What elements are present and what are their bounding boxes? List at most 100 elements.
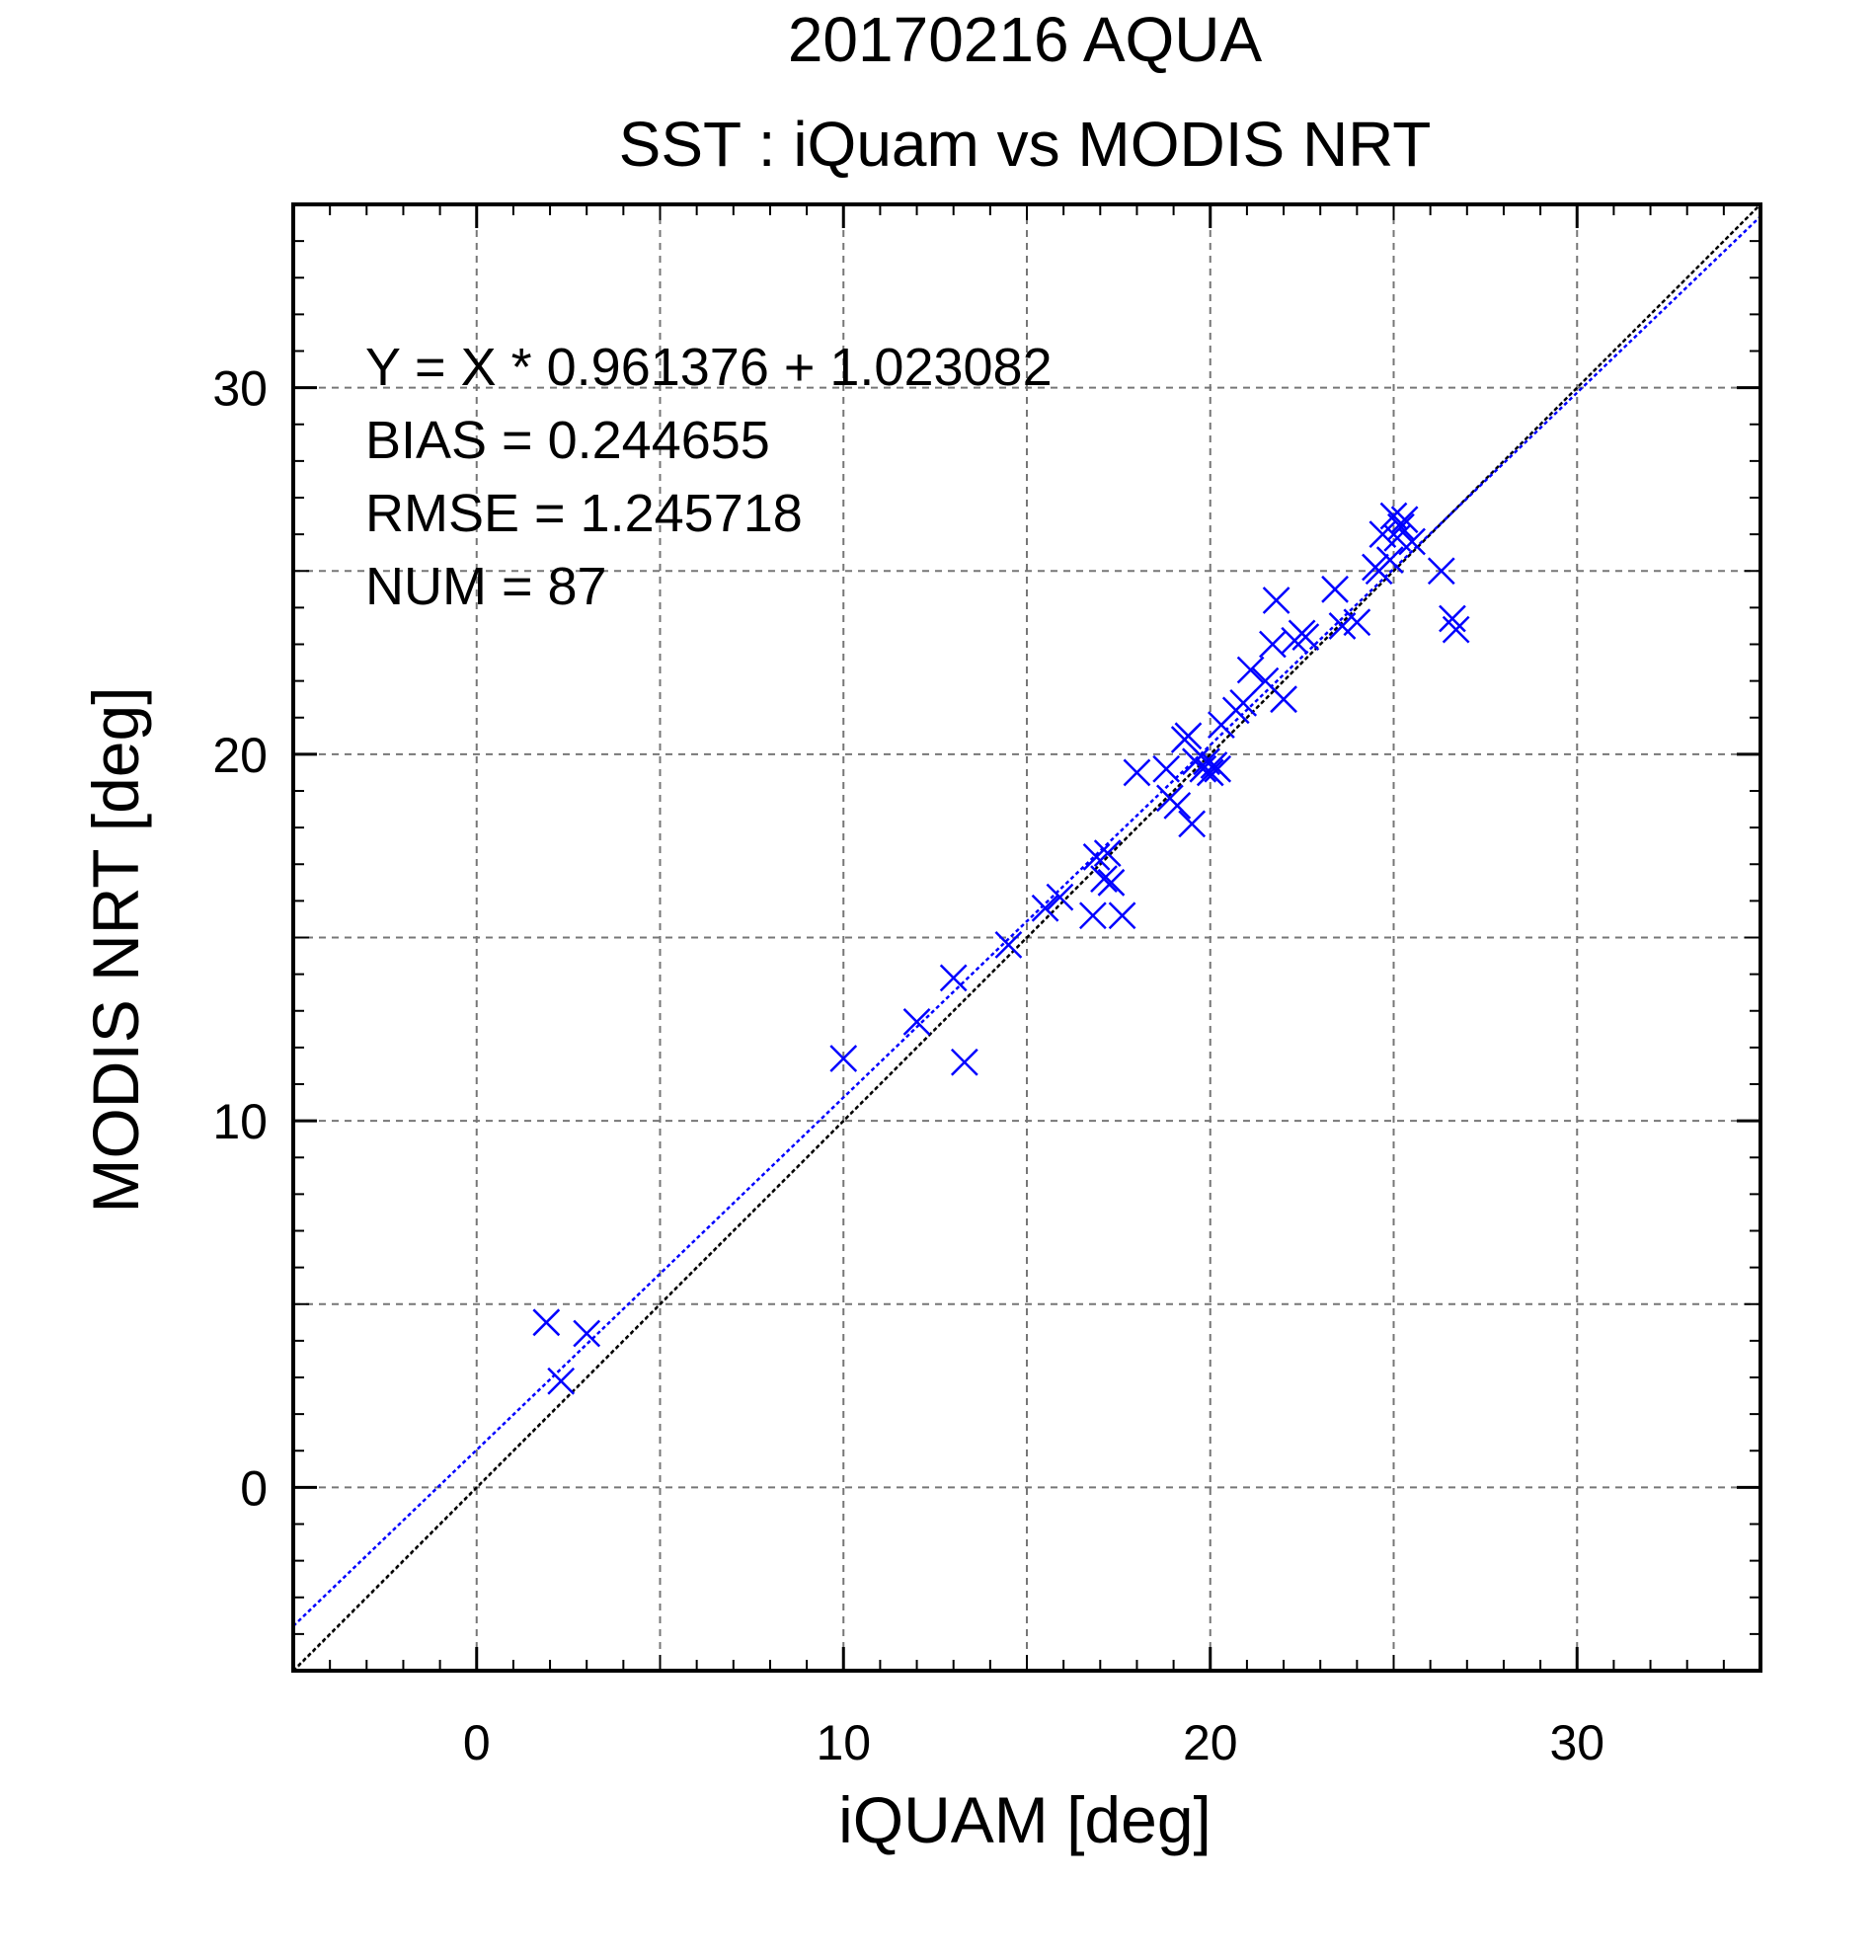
chart-subtitle: SST : iQuam vs MODIS NRT	[619, 109, 1432, 180]
grid	[293, 204, 1760, 1671]
data-point-stroke	[1439, 604, 1466, 633]
data-point-stroke	[532, 1308, 561, 1337]
data-point-stroke	[1321, 575, 1349, 603]
y-axis-label: MODIS NRT [deg]	[79, 686, 152, 1213]
data-point-stroke	[1383, 523, 1412, 552]
data-point-stroke	[1387, 512, 1415, 541]
data-point-stroke	[829, 1045, 858, 1072]
y-tick-label: 0	[240, 1460, 268, 1516]
data-point-stroke	[1031, 894, 1059, 922]
data-point	[1178, 810, 1207, 838]
data-point-stroke	[950, 1048, 978, 1076]
axis-ticks: 0 10 20 30 0 10 20 30	[212, 204, 1760, 1770]
data-point	[1229, 689, 1258, 717]
data-point	[1259, 630, 1287, 659]
data-point	[1163, 791, 1192, 820]
reference-lines	[293, 204, 1760, 1671]
data-point-stroke	[1270, 685, 1297, 714]
data-point	[1196, 758, 1224, 787]
data-point	[532, 1308, 561, 1337]
data-point	[1189, 754, 1217, 783]
data-point	[1108, 902, 1136, 930]
data-point-stroke	[1375, 546, 1404, 574]
data-point	[902, 1008, 931, 1036]
data-point-stroke	[1082, 842, 1111, 871]
data-point-stroke	[1262, 587, 1290, 614]
data-point	[1375, 546, 1404, 574]
data-point	[1046, 883, 1074, 911]
data-point-stroke	[1229, 689, 1258, 717]
data-point-stroke	[1291, 623, 1320, 651]
data-point-stroke	[1152, 754, 1181, 783]
data-point-stroke	[1090, 865, 1118, 893]
data-point-stroke	[1343, 608, 1371, 637]
data-point-stroke	[1442, 615, 1470, 644]
regression-line	[293, 215, 1760, 1627]
data-point-stroke	[1259, 630, 1287, 659]
data-point-stroke	[1368, 520, 1397, 549]
data-point-stroke	[1097, 868, 1126, 897]
data-point-stroke	[1108, 902, 1136, 930]
data-point-stroke	[1078, 902, 1107, 930]
data-point-stroke	[573, 1319, 601, 1348]
data-point-stroke	[1123, 758, 1151, 787]
data-point	[547, 1367, 576, 1395]
data-point-stroke	[1174, 722, 1203, 750]
data-point-stroke	[994, 931, 1023, 959]
data-point-stroke	[1204, 754, 1232, 783]
data-point-stroke	[547, 1367, 576, 1395]
data-point	[939, 964, 968, 992]
data-point	[1031, 894, 1059, 922]
data-point-stroke	[939, 964, 968, 992]
data-point	[1152, 754, 1181, 783]
data-point-stroke	[1193, 747, 1220, 776]
data-point	[1291, 623, 1320, 651]
data-point	[1123, 758, 1151, 787]
identity-line-secondary	[293, 204, 1760, 1671]
data-point	[1097, 868, 1126, 897]
data-point-stroke	[1196, 758, 1224, 787]
data-point	[1082, 842, 1111, 871]
data-point	[1093, 839, 1122, 867]
data-points	[532, 502, 1470, 1395]
data-point	[950, 1048, 978, 1076]
data-point-stroke	[1390, 506, 1419, 534]
data-point-stroke	[1251, 666, 1280, 695]
data-point	[1387, 512, 1415, 541]
data-point-stroke	[1046, 883, 1074, 911]
data-point	[1321, 575, 1349, 603]
data-point	[1236, 656, 1265, 684]
data-point	[1398, 527, 1426, 556]
data-point	[1390, 506, 1419, 534]
bias-label: BIAS = 0.244655	[365, 411, 770, 470]
data-point-stroke	[1427, 557, 1455, 586]
data-point	[1427, 557, 1455, 586]
x-axis-label: iQUAM [deg]	[838, 1783, 1212, 1856]
data-point	[1442, 615, 1470, 644]
data-point	[829, 1045, 858, 1072]
x-tick-label: 20	[1183, 1715, 1238, 1770]
num-label: NUM = 87	[365, 557, 607, 616]
data-point	[994, 931, 1023, 959]
data-point-stroke	[1398, 527, 1426, 556]
data-point	[1262, 587, 1290, 614]
data-point	[1090, 865, 1118, 893]
y-tick-label: 10	[212, 1094, 268, 1149]
data-point-stroke	[1093, 839, 1122, 867]
x-tick-label: 10	[816, 1715, 871, 1770]
fit-equation-label: Y = X * 0.961376 + 1.023082	[365, 338, 1053, 397]
data-point	[573, 1319, 601, 1348]
data-point-stroke	[902, 1008, 931, 1036]
y-tick-label: 20	[212, 728, 268, 783]
data-point-stroke	[1189, 754, 1217, 783]
data-point	[1204, 754, 1232, 783]
x-tick-label: 30	[1549, 1715, 1604, 1770]
data-point	[1174, 722, 1203, 750]
y-tick-label: 30	[212, 361, 268, 417]
data-point-stroke	[1163, 791, 1192, 820]
chart-title: 20170216 AQUA	[788, 4, 1263, 75]
data-point	[1343, 608, 1371, 637]
